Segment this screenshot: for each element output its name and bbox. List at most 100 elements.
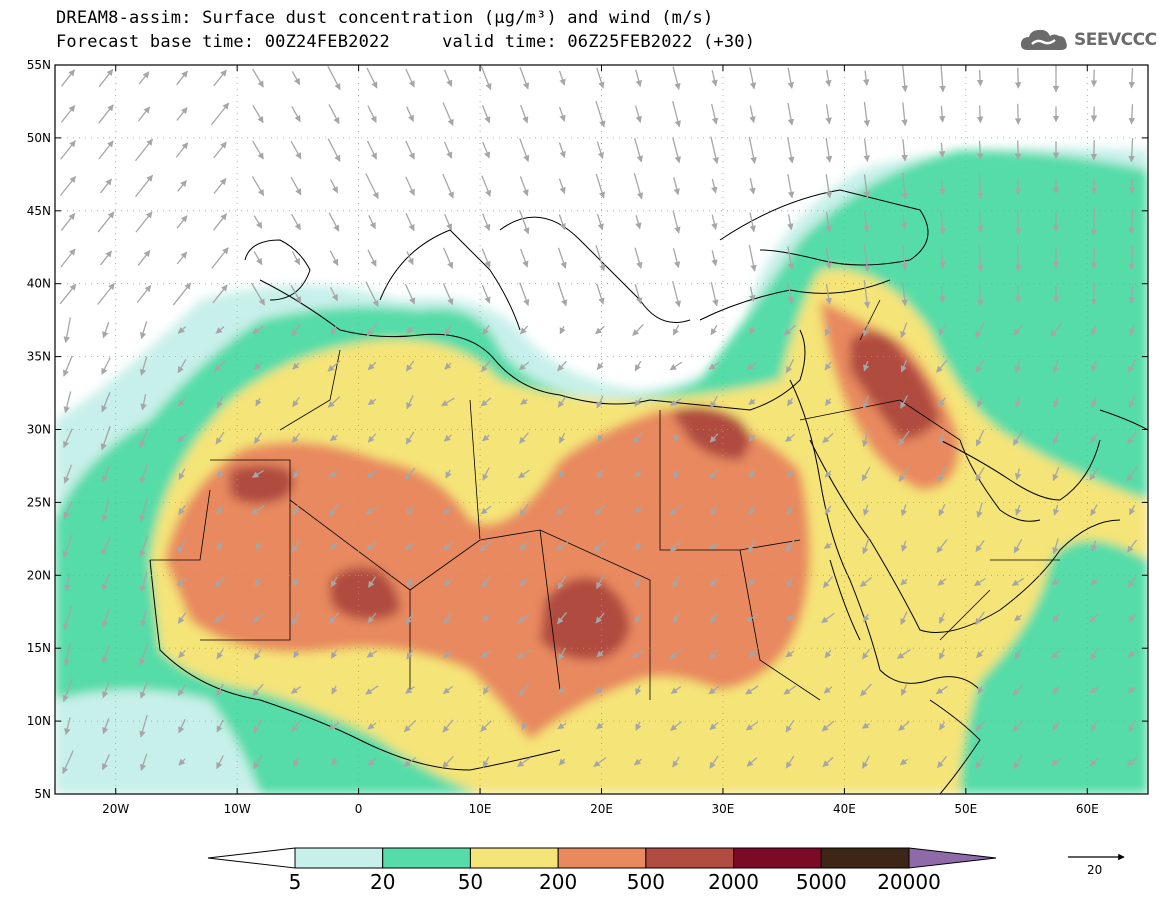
wind-arrow bbox=[1052, 431, 1060, 445]
wind-arrow bbox=[1091, 396, 1098, 408]
wind-arrow bbox=[1089, 467, 1099, 481]
wind-arrow bbox=[901, 540, 908, 552]
wind-arrow bbox=[748, 539, 756, 553]
wind-arrow bbox=[365, 173, 379, 200]
wind-arrow bbox=[709, 468, 719, 480]
wind-arrow bbox=[898, 721, 910, 731]
wind-arrow bbox=[862, 323, 869, 337]
wind-arrow bbox=[139, 535, 149, 558]
wind-arrow bbox=[63, 317, 72, 344]
wind-arrow bbox=[783, 685, 797, 695]
wind-arrow bbox=[1090, 720, 1098, 732]
wind-arrow bbox=[252, 683, 264, 697]
wind-arrow bbox=[787, 174, 795, 199]
wind-arrow bbox=[519, 503, 529, 517]
wind-arrow bbox=[98, 104, 114, 124]
wind-arrow bbox=[672, 612, 680, 624]
wind-arrow bbox=[367, 433, 377, 443]
wind-arrow bbox=[1089, 757, 1099, 767]
wind-arrow bbox=[405, 360, 415, 372]
wind-arrow bbox=[175, 142, 189, 158]
wind-arrow bbox=[101, 498, 110, 522]
wind-arrow bbox=[822, 432, 834, 444]
lat-tick-label: 45N bbox=[27, 204, 51, 218]
wind-arrow bbox=[330, 576, 338, 588]
map-gridlines bbox=[55, 65, 1148, 794]
wind-arrow bbox=[292, 396, 300, 408]
wind-arrow bbox=[787, 102, 795, 126]
wind-arrow bbox=[709, 613, 719, 624]
wind-arrow bbox=[134, 138, 154, 162]
wind-arrow bbox=[1128, 284, 1136, 304]
wind-arrow bbox=[787, 137, 795, 164]
wind-arrow bbox=[672, 324, 680, 336]
wind-arrow bbox=[672, 576, 680, 589]
colorbar-level-label: 20000 bbox=[877, 870, 941, 894]
wind-arrow bbox=[480, 66, 492, 91]
wind-arrow bbox=[516, 649, 531, 659]
lon-tick-label: 60E bbox=[1076, 802, 1099, 816]
wind-arrow bbox=[61, 69, 75, 87]
wind-arrow bbox=[634, 105, 642, 123]
wind-arrow bbox=[977, 282, 984, 307]
wind-arrow bbox=[101, 573, 110, 591]
wind-arrow bbox=[521, 722, 528, 731]
wind-arrow bbox=[901, 102, 908, 127]
wind-arrow bbox=[672, 281, 681, 308]
wind-arrow bbox=[786, 470, 794, 478]
wind-arrow bbox=[1127, 650, 1137, 657]
wind-arrow bbox=[597, 434, 604, 442]
wind-arrow bbox=[1011, 577, 1025, 587]
wind-arrow bbox=[973, 577, 986, 587]
wind-arrow bbox=[329, 250, 339, 266]
wind-key-label: 20 bbox=[1087, 863, 1102, 877]
colorbar-bin bbox=[382, 847, 471, 869]
lat-tick-label: 25N bbox=[27, 495, 51, 509]
wind-arrow bbox=[709, 648, 719, 660]
wind-arrow bbox=[1128, 104, 1136, 125]
wind-arrow bbox=[253, 755, 263, 770]
wind-arrow bbox=[785, 650, 795, 658]
wind-arrow bbox=[1128, 138, 1135, 163]
wind-arrow bbox=[558, 647, 566, 661]
wind-arrow bbox=[1014, 244, 1022, 272]
wind-arrow bbox=[329, 178, 339, 194]
wind-arrow bbox=[1127, 576, 1137, 588]
wind-arrow bbox=[977, 244, 984, 273]
wind-arrow bbox=[747, 578, 757, 586]
wind-arrow bbox=[1015, 504, 1022, 516]
wind-arrow bbox=[327, 396, 341, 408]
wind-arrow bbox=[937, 578, 947, 586]
wind-arrow bbox=[975, 755, 985, 769]
wind-arrow bbox=[60, 140, 76, 160]
wind-arrow bbox=[215, 431, 225, 445]
wind-arrow bbox=[900, 503, 908, 517]
wind-arrow bbox=[177, 326, 187, 334]
wind-arrow bbox=[519, 578, 529, 586]
wind-arrow bbox=[672, 66, 681, 90]
wind-arrow bbox=[329, 287, 339, 302]
wind-arrow bbox=[1128, 504, 1136, 516]
wind-arrow bbox=[482, 756, 490, 768]
wind-arrow bbox=[327, 66, 341, 91]
wind-arrow bbox=[481, 284, 491, 304]
wind-arrow bbox=[1128, 209, 1135, 235]
wind-arrow bbox=[977, 396, 984, 408]
wind-arrow bbox=[822, 575, 834, 589]
wind-arrow bbox=[216, 719, 224, 733]
wind-arrow bbox=[1013, 538, 1023, 554]
wind-arrow bbox=[519, 138, 530, 163]
wind-arrow bbox=[367, 249, 377, 267]
wind-arrow bbox=[404, 467, 416, 481]
wind-arrow bbox=[139, 428, 149, 448]
wind-arrow bbox=[177, 179, 187, 192]
wind-arrow bbox=[863, 280, 871, 309]
wind-arrow bbox=[367, 398, 377, 406]
wind-arrow bbox=[635, 685, 642, 696]
wind-arrow bbox=[482, 324, 490, 336]
wind-arrow bbox=[634, 69, 642, 87]
wind-arrow bbox=[406, 648, 414, 660]
cloud-icon bbox=[1020, 29, 1067, 50]
wind-arrow bbox=[670, 721, 682, 731]
wind-arrow bbox=[480, 650, 492, 658]
